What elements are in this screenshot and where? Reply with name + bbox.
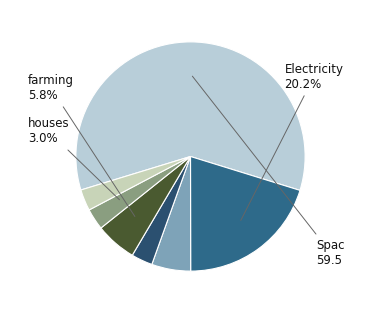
Text: houses
3.0%: houses 3.0% [28, 117, 120, 200]
Wedge shape [81, 156, 190, 210]
Text: Electricity
20.2%: Electricity 20.2% [241, 63, 344, 220]
Wedge shape [132, 156, 190, 264]
Text: farming
5.8%: farming 5.8% [28, 74, 135, 217]
Wedge shape [76, 42, 305, 190]
Wedge shape [152, 156, 190, 271]
Wedge shape [89, 156, 190, 228]
Text: Spac
59.5: Spac 59.5 [192, 76, 345, 267]
Wedge shape [190, 156, 300, 271]
Wedge shape [101, 156, 190, 255]
